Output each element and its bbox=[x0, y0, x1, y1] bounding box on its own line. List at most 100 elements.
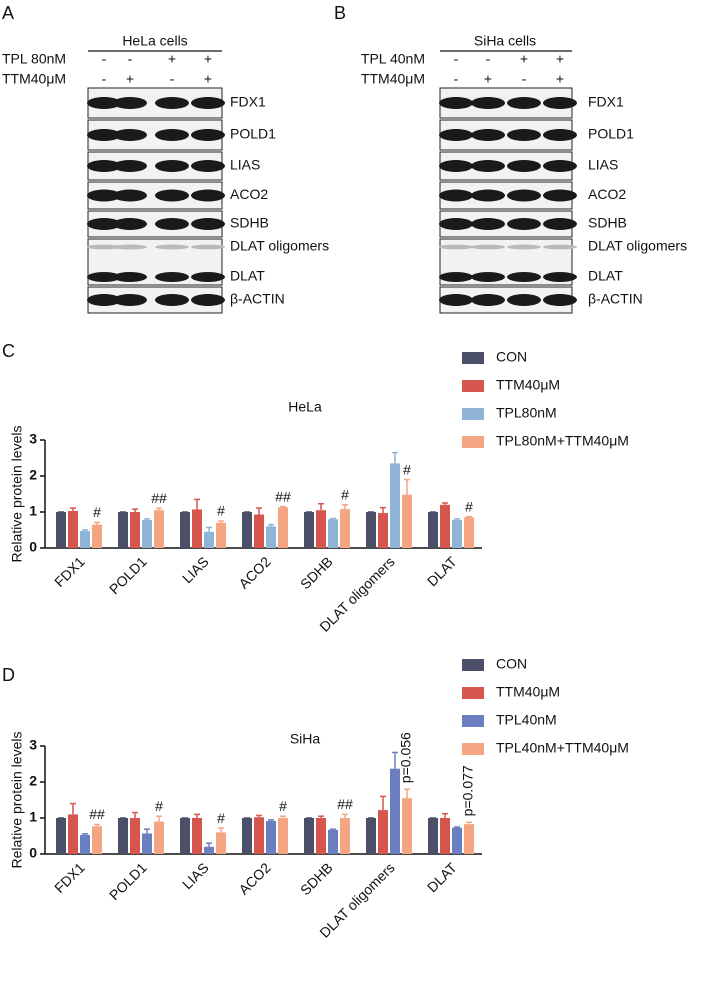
band-label: β-ACTIN bbox=[230, 291, 285, 307]
band bbox=[471, 189, 505, 202]
condition-mark: - bbox=[486, 51, 491, 67]
condition-label: TTM40μM bbox=[2, 71, 66, 87]
condition-mark: + bbox=[556, 71, 564, 87]
band bbox=[87, 294, 121, 306]
band bbox=[113, 160, 147, 172]
bar bbox=[390, 463, 400, 548]
bar bbox=[92, 826, 102, 854]
band-label: DLAT oligomers bbox=[588, 238, 687, 254]
condition-label: TTM40μM bbox=[361, 71, 425, 87]
y-tick-label: 2 bbox=[29, 773, 37, 789]
bar bbox=[80, 531, 90, 548]
band bbox=[191, 129, 225, 141]
bar bbox=[266, 820, 276, 854]
y-tick-label: 0 bbox=[29, 845, 37, 861]
band bbox=[507, 244, 541, 250]
band bbox=[471, 294, 505, 306]
legend-label: TPL80nM bbox=[496, 405, 557, 421]
bar bbox=[154, 510, 164, 548]
condition-mark: - bbox=[128, 51, 133, 67]
bar bbox=[402, 798, 412, 854]
band-label: ACO2 bbox=[230, 186, 268, 202]
bar bbox=[192, 818, 202, 854]
bar bbox=[428, 818, 438, 854]
condition-mark: - bbox=[170, 71, 175, 87]
bar bbox=[204, 846, 214, 854]
band bbox=[113, 129, 147, 141]
condition-mark: - bbox=[102, 71, 107, 87]
band-label: DLAT oligomers bbox=[230, 238, 329, 254]
band bbox=[87, 160, 121, 172]
bar bbox=[154, 821, 164, 854]
x-tick-label: SDHB bbox=[297, 859, 336, 898]
band bbox=[507, 294, 541, 306]
bar bbox=[130, 818, 140, 854]
legend-swatch bbox=[462, 743, 484, 755]
bar bbox=[390, 768, 400, 854]
band bbox=[543, 272, 577, 282]
annotation: ## bbox=[151, 490, 167, 506]
bar bbox=[80, 834, 90, 854]
bar bbox=[118, 818, 128, 854]
band-label: LIAS bbox=[588, 157, 618, 173]
band bbox=[87, 129, 121, 141]
band bbox=[507, 218, 541, 230]
legend-label: TPL40nM bbox=[496, 712, 557, 728]
band-label: ACO2 bbox=[588, 186, 626, 202]
bar bbox=[254, 514, 264, 548]
legend-label: CON bbox=[496, 656, 527, 672]
legend-swatch bbox=[462, 659, 484, 671]
band bbox=[439, 272, 473, 282]
blot-header: HeLa cells bbox=[122, 33, 187, 49]
band-label: POLD1 bbox=[230, 126, 276, 142]
condition-mark: - bbox=[522, 71, 527, 87]
condition-mark: + bbox=[204, 51, 212, 67]
band bbox=[191, 294, 225, 306]
condition-mark: + bbox=[126, 71, 134, 87]
annotation: p=0.056 bbox=[398, 732, 414, 783]
legend-swatch bbox=[462, 687, 484, 699]
x-tick-label: FDX1 bbox=[51, 859, 88, 896]
bar bbox=[92, 524, 102, 548]
band bbox=[439, 244, 473, 250]
band bbox=[507, 129, 541, 141]
band bbox=[87, 218, 121, 230]
band bbox=[87, 97, 121, 109]
x-tick-label: LIAS bbox=[179, 553, 212, 586]
band bbox=[155, 272, 189, 282]
band bbox=[191, 189, 225, 202]
legend-swatch bbox=[462, 436, 484, 448]
band-label: DLAT bbox=[230, 268, 265, 284]
bar bbox=[340, 509, 350, 548]
band-label: SDHB bbox=[588, 215, 627, 231]
bar bbox=[378, 810, 388, 854]
band bbox=[507, 97, 541, 109]
band bbox=[439, 189, 473, 202]
band bbox=[155, 129, 189, 141]
band bbox=[543, 218, 577, 230]
band bbox=[113, 97, 147, 109]
band bbox=[543, 189, 577, 202]
legend-swatch bbox=[462, 352, 484, 364]
bar bbox=[68, 510, 78, 548]
x-tick-label: POLD1 bbox=[106, 553, 150, 597]
band-label: β-ACTIN bbox=[588, 291, 643, 307]
band bbox=[191, 218, 225, 230]
y-tick-label: 1 bbox=[29, 503, 37, 519]
band bbox=[87, 189, 121, 202]
band bbox=[155, 294, 189, 306]
band-label: FDX1 bbox=[588, 94, 624, 110]
condition-mark: - bbox=[454, 71, 459, 87]
band bbox=[113, 294, 147, 306]
bar bbox=[180, 818, 190, 854]
bar bbox=[56, 818, 66, 854]
band bbox=[113, 244, 147, 250]
band bbox=[439, 218, 473, 230]
bar bbox=[464, 517, 474, 548]
band bbox=[543, 294, 577, 306]
y-tick-label: 0 bbox=[29, 539, 37, 555]
bar bbox=[118, 512, 128, 548]
bar bbox=[278, 507, 288, 548]
blot-header: SiHa cells bbox=[474, 33, 536, 49]
band bbox=[543, 160, 577, 172]
